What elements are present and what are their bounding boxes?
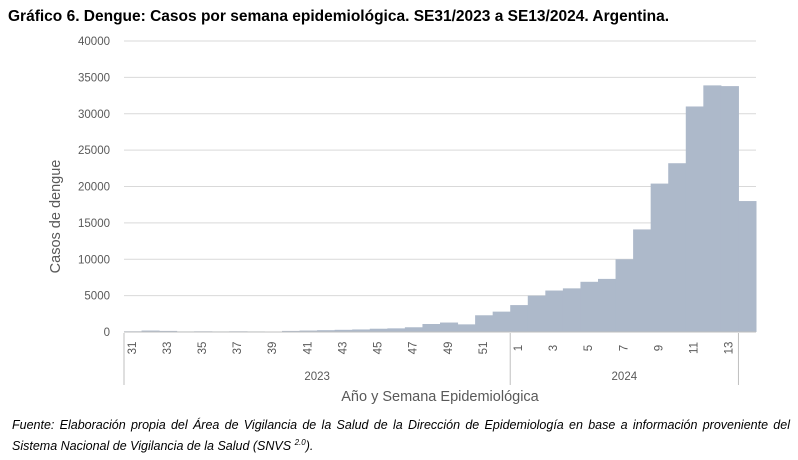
x-tick-label: 39 <box>267 342 279 355</box>
x-tick-label: 3 <box>548 345 560 351</box>
bar <box>598 278 617 332</box>
bar <box>668 163 687 332</box>
bar <box>387 328 406 332</box>
bar <box>369 328 388 332</box>
x-tick-label: 45 <box>373 342 385 355</box>
bar <box>299 330 318 332</box>
bar <box>545 290 564 332</box>
bar <box>282 330 301 332</box>
bar <box>738 201 757 332</box>
source-suffix: ). <box>305 439 314 454</box>
bar <box>159 330 178 332</box>
y-tick-label: 10000 <box>78 254 110 266</box>
x-tick-label: 5 <box>583 345 595 351</box>
bar <box>650 183 669 332</box>
bar <box>527 295 546 332</box>
bar <box>317 330 336 332</box>
bar <box>703 85 722 332</box>
bar <box>404 327 423 332</box>
bar <box>510 305 529 332</box>
x-tick-label: 9 <box>653 345 665 351</box>
x-tick-label: 7 <box>618 345 630 351</box>
bar <box>562 288 581 332</box>
bar <box>440 322 459 332</box>
bar <box>580 281 599 332</box>
bar <box>720 86 739 332</box>
x-tick-label: 37 <box>232 342 244 355</box>
chart-title: Gráfico 6. Dengue: Casos por semana epid… <box>8 8 670 25</box>
bar <box>422 323 441 332</box>
bar <box>457 324 476 332</box>
bar <box>141 330 160 332</box>
bar <box>475 315 494 332</box>
y-tick-label: 5000 <box>84 291 110 303</box>
bar <box>685 106 704 332</box>
y-tick-label: 20000 <box>78 182 110 194</box>
x-tick-label: 43 <box>337 342 349 355</box>
x-tick-label: 13 <box>724 342 736 355</box>
x-tick-label: 49 <box>443 342 455 355</box>
x-tick-label: 41 <box>302 342 314 355</box>
bar <box>492 311 511 332</box>
bar <box>633 229 652 332</box>
y-tick-label: 30000 <box>78 109 110 121</box>
source-superscript: 2.0 <box>294 438 306 447</box>
year-label: 2023 <box>304 371 330 383</box>
x-tick-label: 31 <box>127 342 139 355</box>
x-tick-label: 1 <box>513 345 525 351</box>
x-tick-label: 33 <box>162 342 174 355</box>
source-note: Fuente: Elaboración propia del Área de V… <box>12 416 790 455</box>
bar <box>352 329 371 332</box>
bar <box>615 259 634 332</box>
y-tick-label: 15000 <box>78 218 110 230</box>
y-tick-label: 0 <box>104 327 110 339</box>
x-tick-label: 51 <box>478 342 490 355</box>
year-label: 2024 <box>612 371 638 383</box>
y-tick-label: 25000 <box>78 145 110 157</box>
y-tick-label: 40000 <box>78 36 110 48</box>
x-tick-label: 35 <box>197 342 209 355</box>
y-axis-title: Casos de dengue <box>48 160 64 274</box>
x-tick-label: 11 <box>689 342 701 354</box>
x-axis-title: Año y Semana Epidemiológica <box>341 389 539 405</box>
source-text: Fuente: Elaboración propia del Área de V… <box>12 418 790 454</box>
y-tick-label: 35000 <box>78 72 110 84</box>
x-tick-label: 47 <box>408 342 420 355</box>
bar <box>334 329 353 332</box>
